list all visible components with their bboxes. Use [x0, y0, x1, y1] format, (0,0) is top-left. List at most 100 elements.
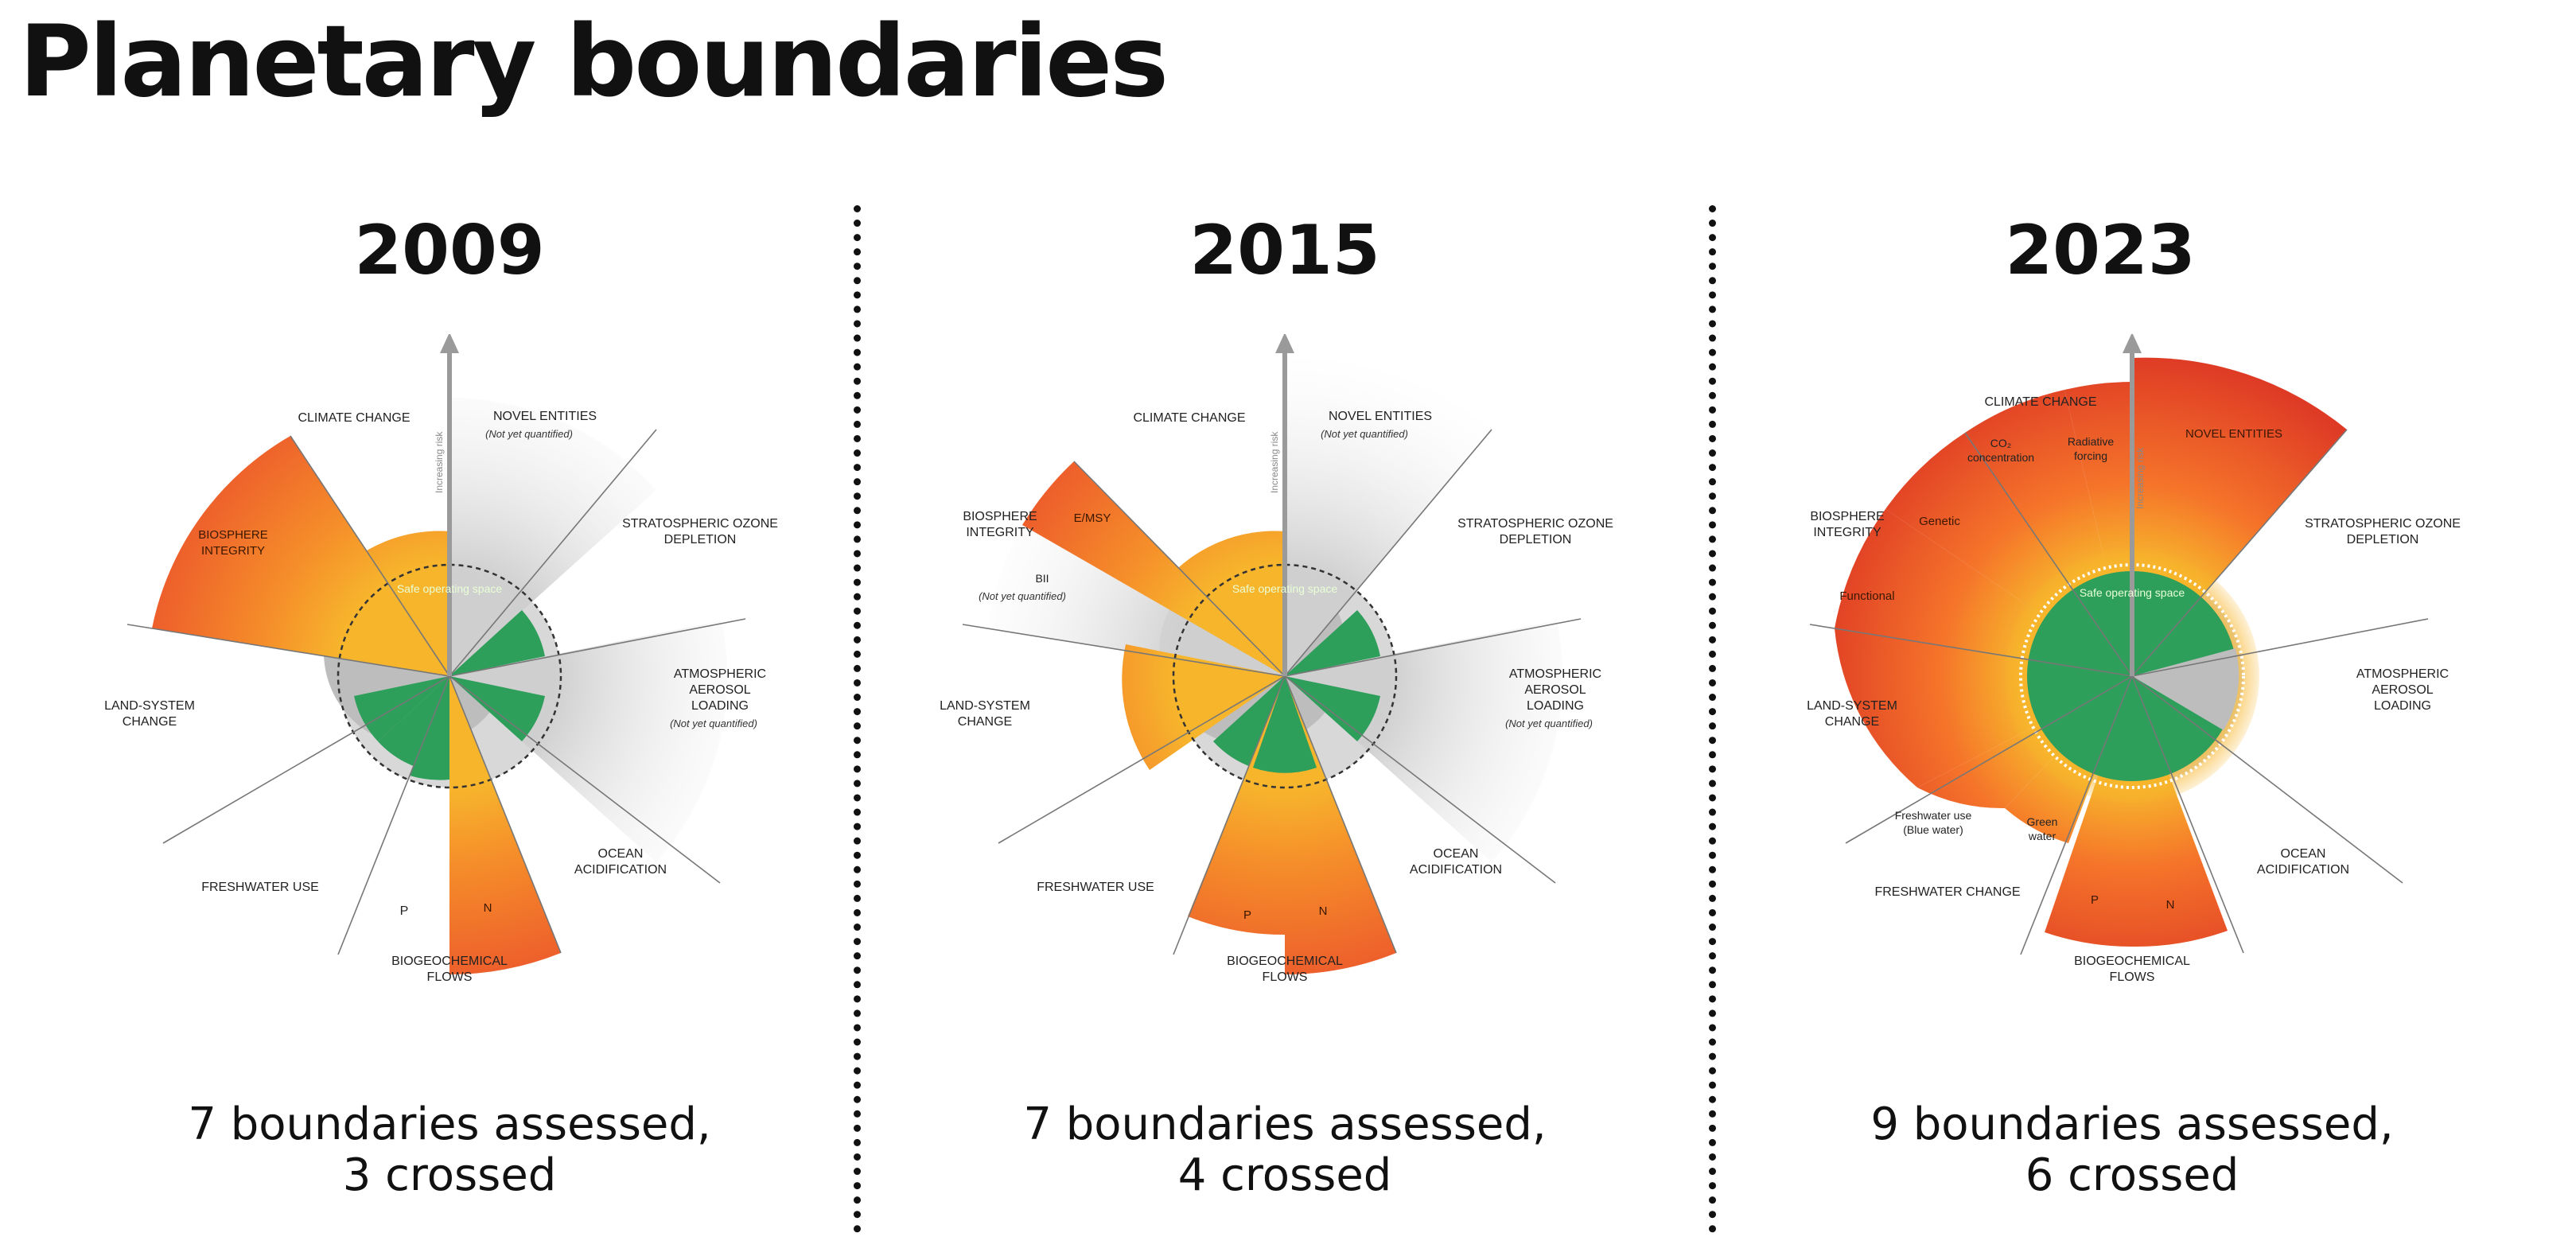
label-ozone-2: DEPLETION	[664, 533, 737, 546]
caption-line-1: 7 boundaries assessed,	[188, 1099, 711, 1150]
label-genetic: Genetic	[1919, 515, 1960, 528]
label-aerosol-3: LOADING	[2374, 699, 2431, 713]
label-land-2: CHANGE	[123, 715, 177, 729]
wedge-phosphorus	[1188, 676, 1285, 935]
label-ocean-2: ACIDIFICATION	[574, 863, 667, 877]
label-bgc-1: BIOGEOCHEMICAL	[2074, 955, 2190, 968]
label-land-1: LAND-SYSTEM	[940, 699, 1030, 713]
wedge-freshwater-safe	[378, 676, 449, 768]
label-emsy: E/MSY	[1074, 511, 1111, 525]
wedge-novel-entities	[1285, 357, 1492, 676]
caption-2015: 7 boundaries assessed, 4 crossed	[927, 1099, 1643, 1201]
safe-space-label: Safe operating space	[1232, 582, 1338, 595]
note-aerosol: (Not yet quantified)	[670, 718, 757, 729]
label-aerosol-1: ATMOSPHERIC	[2356, 667, 2449, 681]
wedge-freshwater-safe	[1213, 676, 1285, 768]
label-bgc-2: FLOWS	[2110, 970, 2155, 984]
wedge-atmospheric-aerosol	[449, 620, 728, 862]
boundary-diagram-2023: Increasing risk Safe operating space CLI…	[1807, 334, 2461, 984]
wedge-ozone-safe	[1285, 610, 1380, 676]
risk-arrow-label: Increasing risk	[1269, 431, 1280, 493]
label-ocean-2: ACIDIFICATION	[2257, 863, 2349, 877]
label-ozone-2: DEPLETION	[2347, 533, 2419, 546]
label-biosphere-1: BIOSPHERE	[963, 510, 1037, 523]
label-co2-1: CO₂	[1990, 437, 2011, 449]
year-label-2015: 2015	[1189, 211, 1380, 290]
label-blue-water-1: Freshwater use	[1895, 809, 1972, 822]
label-ozone-2: DEPLETION	[1500, 533, 1572, 546]
label-bgc-2: FLOWS	[1263, 970, 1308, 984]
safe-space-label: Safe operating space	[397, 582, 503, 595]
risk-arrow-label: Increasing risk	[2134, 447, 2146, 509]
label-land-1: LAND-SYSTEM	[104, 699, 195, 713]
risk-arrow-head	[2123, 334, 2142, 353]
label-ocean-2: ACIDIFICATION	[1410, 863, 1502, 877]
year-label-2009: 2009	[354, 211, 545, 290]
label-aerosol-1: ATMOSPHERIC	[1509, 667, 1601, 681]
label-land-1: LAND-SYSTEM	[1807, 699, 1897, 713]
wedge-land-system	[1122, 644, 1285, 770]
note-aerosol: (Not yet quantified)	[1505, 718, 1593, 729]
label-green-water-2: water	[2028, 830, 2057, 842]
label-land-2: CHANGE	[958, 715, 1012, 729]
label-aerosol-3: LOADING	[1527, 699, 1584, 713]
label-ocean-1: OCEAN	[1434, 847, 1479, 861]
label-bgc-1: BIOGEOCHEMICAL	[1227, 955, 1343, 968]
label-functional: Functional	[1839, 589, 1894, 603]
wedge-biosphere-integrity	[152, 436, 449, 676]
caption-line-2: 4 crossed	[1177, 1149, 1392, 1201]
label-biosphere-2: INTEGRITY	[966, 526, 1034, 539]
label-blue-water-2: (Blue water)	[1903, 823, 1963, 836]
label-aerosol-2: AEROSOL	[2372, 683, 2433, 697]
label-bgc-2: FLOWS	[427, 970, 473, 984]
label-aerosol-2: AEROSOL	[1524, 683, 1586, 697]
label-freshwater-use: FRESHWATER USE	[201, 881, 319, 894]
wedge-nitrogen	[1285, 676, 1396, 975]
risk-arrow-head	[1275, 334, 1294, 353]
label-novel-entities: NOVEL ENTITIES	[493, 410, 597, 423]
label-land-2: CHANGE	[1825, 715, 1879, 729]
note-novel-entities: (Not yet quantified)	[485, 428, 573, 440]
boundary-diagram-2015: Increasing risk Safe operating space CLI…	[940, 334, 1613, 984]
label-climate-change: CLIMATE CHANGE	[298, 411, 410, 425]
caption-2023: 9 boundaries assessed, 6 crossed	[1774, 1099, 2490, 1201]
caption-line-1: 9 boundaries assessed,	[1870, 1099, 2394, 1150]
label-bii: BII	[1035, 572, 1049, 585]
wedge-bii	[987, 525, 1285, 676]
risk-arrow-label: Increasing risk	[434, 431, 445, 493]
wedge-atmospheric-aerosol	[1285, 620, 1563, 862]
safe-boundary-ring	[1172, 563, 1398, 789]
label-ocean-1: OCEAN	[598, 847, 644, 861]
label-nitrogen: N	[2166, 898, 2175, 912]
label-nitrogen: N	[484, 901, 492, 915]
label-biosphere-2: INTEGRITY	[201, 544, 265, 558]
label-freshwater-change: FRESHWATER CHANGE	[1874, 885, 2020, 899]
label-radiative-1: Radiative	[2068, 435, 2115, 448]
divider-2	[1709, 205, 1716, 1233]
wedge-ocean-safe	[1285, 676, 1380, 741]
wedge-ozone-safe	[449, 610, 545, 676]
page-title: Planetary boundaries	[19, 5, 1169, 119]
wedge-aerosol-safe-grey	[2132, 648, 2239, 730]
label-nitrogen: N	[1319, 904, 1328, 918]
risk-arrow-head	[440, 334, 459, 353]
safe-boundary-ring	[337, 563, 562, 789]
wedge-nitrogen	[449, 676, 561, 975]
boundary-diagram-2009: Increasing risk Safe operating space CLI…	[104, 334, 778, 984]
label-ozone-1: STRATOSPHERIC OZONE	[622, 517, 778, 531]
label-co2-2: concentration	[1967, 451, 2034, 464]
caption-line-2: 6 crossed	[2025, 1149, 2239, 1201]
sector-lines	[126, 429, 746, 955]
wedge-climate-change	[1165, 531, 1285, 676]
note-novel-entities: (Not yet quantified)	[1321, 428, 1408, 440]
label-bgc-1: BIOGEOCHEMICAL	[391, 955, 508, 968]
label-biosphere-2: INTEGRITY	[1813, 526, 1881, 539]
year-label-2023: 2023	[2005, 211, 2196, 290]
label-ozone-1: STRATOSPHERIC OZONE	[1457, 517, 1613, 531]
label-climate-change: CLIMATE CHANGE	[1984, 395, 2096, 409]
label-radiative-2: forcing	[2074, 449, 2107, 462]
caption-line-1: 7 boundaries assessed,	[1023, 1099, 1547, 1150]
label-biosphere-1: BIOSPHERE	[1810, 510, 1884, 523]
divider-1	[854, 205, 861, 1233]
wedge-ocean-safe	[449, 676, 545, 741]
